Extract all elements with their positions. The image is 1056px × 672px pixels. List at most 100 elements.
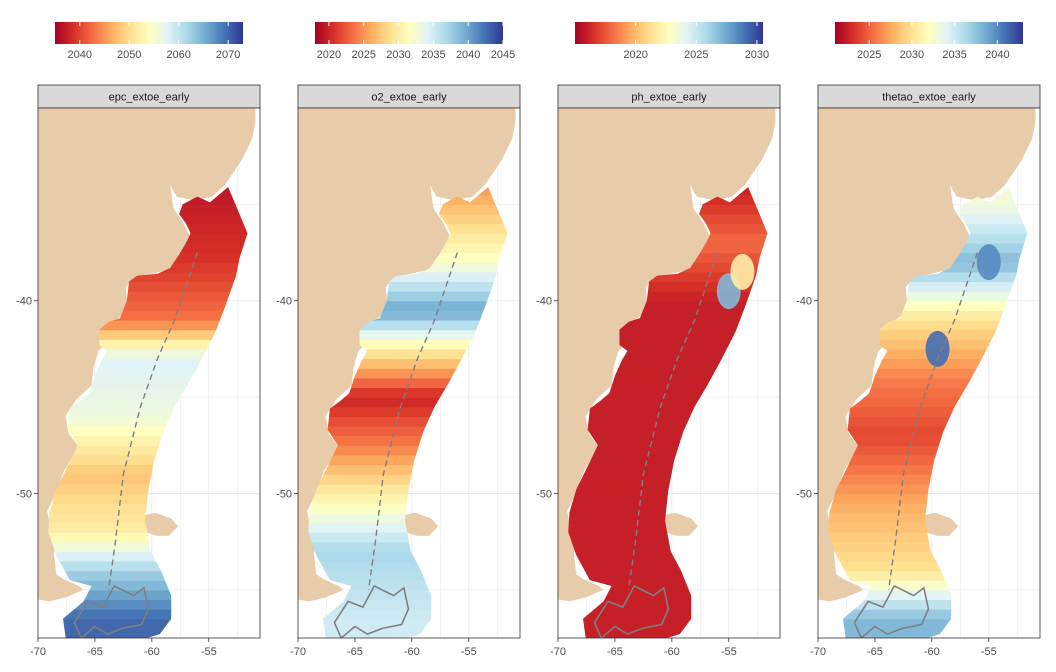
land-mass [818, 108, 1036, 602]
heatmap-row [48, 551, 248, 562]
panel-border [297, 107, 521, 639]
heatmap-row [308, 387, 508, 398]
legend-tick-label: 2020 [317, 49, 341, 61]
x-axis-tick-label: -55 [721, 646, 737, 658]
boundary-dashed-line [367, 252, 459, 590]
x-axis-tick-label: -60 [144, 646, 160, 658]
heatmap-row [48, 628, 248, 638]
panel-plot-area [818, 108, 1040, 638]
land-mass [38, 108, 256, 602]
facet-strip-label: o2_extoe_early [371, 92, 447, 104]
heatmap-row [828, 609, 1028, 620]
heatmap-row [828, 435, 1028, 446]
heatmap-row [568, 560, 768, 572]
legend-colorbar [315, 22, 503, 44]
legend-tick-label: 2070 [216, 49, 240, 61]
y-axis-tick-label: -40 [536, 296, 552, 308]
heatmap-row [308, 609, 508, 620]
legend-tick-label: 2025 [684, 49, 708, 61]
heatmap-row [568, 329, 768, 340]
contour-line [853, 584, 930, 638]
legend-tick-label: 2020 [623, 49, 647, 61]
panel-plot-area [298, 108, 520, 638]
legend-colorbar [55, 22, 243, 44]
heatmap-row [308, 532, 508, 543]
heatmap-row [568, 339, 768, 350]
heatmap-row [828, 271, 1028, 283]
heatmap-patch [925, 330, 950, 367]
heatmap-row [308, 454, 508, 466]
falkland-islands [657, 512, 699, 536]
y-axis-tick-label: -40 [796, 296, 812, 308]
heatmap-row [828, 281, 1028, 292]
boundary-dashed-line [627, 252, 719, 590]
heatmap-row [568, 300, 768, 311]
heatmap-row [308, 445, 508, 456]
heatmap-row [828, 464, 1028, 475]
heatmap-row [308, 271, 508, 283]
heatmap-row [308, 406, 508, 417]
panel-border [37, 107, 261, 639]
heatmap-row [828, 329, 1028, 340]
heatmap-row [568, 377, 768, 389]
heatmap-row [48, 368, 248, 379]
heatmap-row [48, 483, 248, 495]
heatmap-row [828, 387, 1028, 398]
heatmap-row [828, 416, 1028, 427]
heatmap-row [308, 397, 508, 408]
legend-tick-label: 2040 [67, 49, 91, 61]
heatmap-row [308, 618, 508, 629]
heatmap-row [308, 339, 508, 350]
x-axis-tick-label: -55 [201, 646, 217, 658]
facet-strip-label: epc_extoe_early [109, 92, 190, 104]
heatmap-row [48, 397, 248, 408]
legend-tick-label: 2025 [857, 49, 881, 61]
heatmap-row [828, 560, 1028, 572]
heatmap-row [48, 609, 248, 620]
heatmap-row [568, 454, 768, 466]
heatmap-row [308, 541, 508, 552]
legend-tick-label: 2030 [900, 49, 924, 61]
facet-panel-1: 2020 2025 2030 2035 2040 2045 o2_extoe_early -7… [276, 22, 521, 658]
x-axis-tick-label: -70 [550, 646, 566, 658]
heatmap-patch [976, 244, 1001, 281]
heatmap-row [308, 426, 508, 437]
land-mass [298, 108, 516, 602]
x-axis-tick-label: -60 [404, 646, 420, 658]
panel-plot-area [38, 108, 260, 638]
heatmap-patch [730, 253, 755, 290]
land-mass [558, 108, 776, 602]
facet-panel-2: 2020 2025 2030 ph_extoe_early -70 -65 -60 -55 -4… [536, 22, 781, 658]
heatmap-row [828, 300, 1028, 311]
boundary-dashed-line [887, 252, 979, 590]
heatmap-row [568, 358, 768, 369]
heatmap-row [828, 628, 1028, 638]
heatmap-row [308, 348, 508, 360]
heatmap-row [48, 416, 248, 427]
heatmap-row [568, 406, 768, 417]
heatmap-row [828, 358, 1028, 369]
legend-tick-label: 2025 [351, 49, 375, 61]
panel-border [557, 107, 781, 639]
legend-tick-label: 2040 [985, 49, 1009, 61]
heatmap-row [308, 329, 508, 340]
heatmap-row [48, 570, 248, 581]
heatmap-row [568, 416, 768, 427]
heatmap-row [48, 348, 248, 360]
x-axis-tick-label: -60 [664, 646, 680, 658]
y-axis-tick-label: -50 [536, 488, 552, 500]
heatmap-row [568, 609, 768, 620]
heatmap-row [48, 377, 248, 389]
heatmap-row [828, 474, 1028, 485]
y-axis-tick-label: -40 [16, 296, 32, 308]
facet-strip-label: thetao_extoe_early [882, 92, 976, 104]
heatmap-row [568, 435, 768, 446]
heatmap-row [48, 300, 248, 311]
x-axis-tick-label: -65 [347, 646, 363, 658]
legend-tick-label: 2045 [491, 49, 515, 61]
heatmap-row [48, 387, 248, 398]
heatmap-row [828, 454, 1028, 466]
heatmap-row [568, 368, 768, 379]
heatmap-row [568, 541, 768, 552]
x-axis-tick-label: -70 [290, 646, 306, 658]
